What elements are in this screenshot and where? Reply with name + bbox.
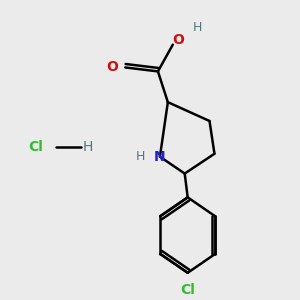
- Text: H: H: [135, 150, 145, 163]
- Text: H: H: [193, 21, 202, 34]
- Text: O: O: [172, 33, 184, 47]
- Text: H: H: [82, 140, 93, 154]
- Text: Cl: Cl: [180, 283, 195, 297]
- Text: Cl: Cl: [28, 140, 43, 154]
- Text: N: N: [154, 150, 166, 164]
- Text: O: O: [106, 60, 118, 74]
